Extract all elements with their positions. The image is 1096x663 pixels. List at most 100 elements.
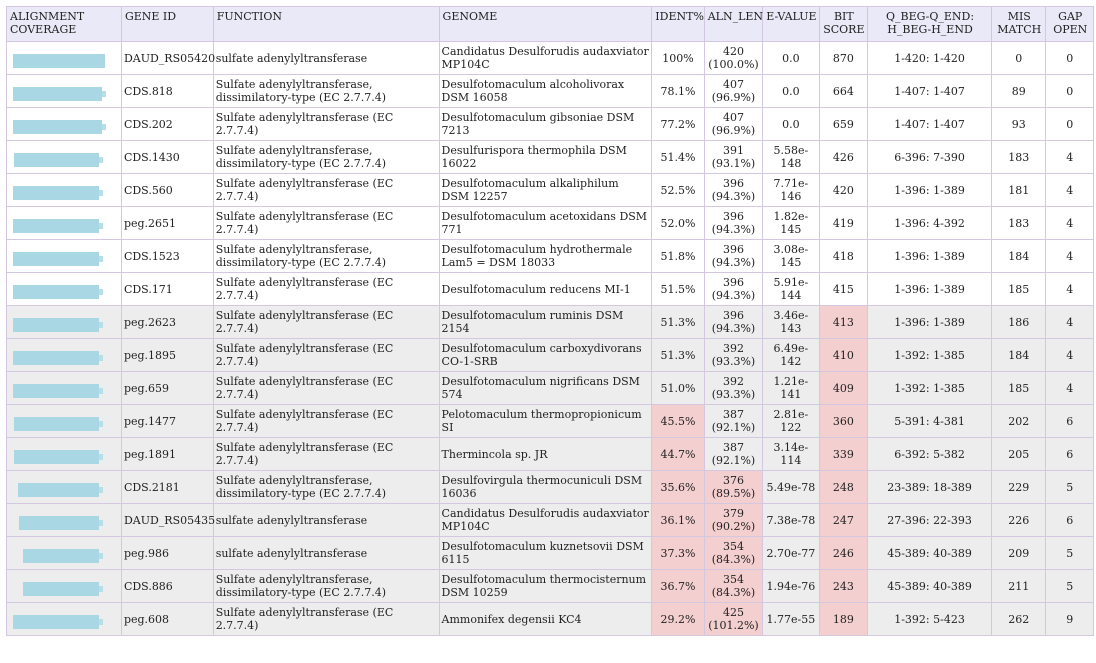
range-cell: 1-392: 1-385 (867, 371, 993, 405)
gapopen-cell: 0 (1045, 107, 1094, 141)
aln-len-value: 396 (722, 243, 744, 256)
mismatch-cell: 262 (991, 602, 1047, 636)
mismatch-cell: 229 (991, 470, 1047, 504)
gene-id-cell[interactable]: peg.2651 (120, 206, 214, 240)
gene-id-cell[interactable]: peg.608 (120, 602, 214, 636)
genome-cell: Desulfotomaculum alcoholivorax DSM 16058 (438, 74, 653, 108)
table-row[interactable]: DAUD_RS05435 sulfate adenylyltransferase C… (6, 503, 1094, 537)
function-cell: Sulfate adenylyltransferase (EC 2.7.7.4) (212, 404, 440, 438)
coverage-bar-tail (98, 487, 103, 493)
aln-len-cell: 420 (100.0%) (703, 41, 764, 75)
gene-id-cell[interactable]: peg.986 (120, 536, 214, 570)
aln-len-value: 391 (722, 144, 744, 157)
col-header-gapopen[interactable]: GAP OPEN (1045, 6, 1094, 42)
table-row[interactable]: peg.1477 Sulfate adenylyltransferase (EC … (6, 404, 1094, 438)
col-header-function[interactable]: FUNCTION (212, 6, 440, 42)
bitscore-cell: 410 (818, 338, 869, 372)
col-header-ident[interactable]: IDENT% (651, 6, 705, 42)
gene-id-cell[interactable]: peg.659 (120, 371, 214, 405)
table-row[interactable]: CDS.2181 Sulfate adenylyltransferase, dis… (6, 470, 1094, 504)
alignment-results-table: ALIGNMENT COVERAGE GENE ID FUNCTION GENO… (6, 6, 1094, 636)
gene-id-cell[interactable]: peg.1477 (120, 404, 214, 438)
table-row[interactable]: peg.1891 Sulfate adenylyltransferase (EC … (6, 437, 1094, 471)
coverage-bar-tail (98, 553, 103, 559)
ident-cell: 100% (651, 41, 705, 75)
gapopen-cell: 4 (1045, 206, 1094, 240)
function-cell: Sulfate adenylyltransferase (EC 2.7.7.4) (212, 206, 440, 240)
table-row[interactable]: CDS.171 Sulfate adenylyltransferase (EC 2… (6, 272, 1094, 306)
gapopen-cell: 4 (1045, 239, 1094, 273)
header-row: ALIGNMENT COVERAGE GENE ID FUNCTION GENO… (6, 6, 1094, 42)
col-header-mismatch[interactable]: MIS MATCH (991, 6, 1047, 42)
gapopen-cell: 6 (1045, 437, 1094, 471)
col-header-coverage[interactable]: ALIGNMENT COVERAGE (6, 6, 122, 42)
table-row[interactable]: CDS.818 Sulfate adenylyltransferase, diss… (6, 74, 1094, 108)
col-header-genome[interactable]: GENOME (438, 6, 653, 42)
table-row[interactable]: CDS.560 Sulfate adenylyltransferase (EC 2… (6, 173, 1094, 207)
aln-len-cell: 391 (93.1%) (703, 140, 764, 174)
bitscore-cell: 419 (818, 206, 869, 240)
gene-id-cell[interactable]: peg.1891 (120, 437, 214, 471)
gapopen-cell: 0 (1045, 74, 1094, 108)
aln-len-value: 354 (722, 573, 744, 586)
gene-id-cell[interactable]: CDS.560 (120, 173, 214, 207)
aln-len-percent: (94.3%) (711, 322, 756, 335)
table-row[interactable]: CDS.202 Sulfate adenylyltransferase (EC 2… (6, 107, 1094, 141)
gene-id-cell[interactable]: CDS.2181 (120, 470, 214, 504)
table-row[interactable]: peg.1895 Sulfate adenylyltransferase (EC … (6, 338, 1094, 372)
gene-id-cell[interactable]: CDS.1430 (120, 140, 214, 174)
gene-id-cell[interactable]: DAUD_RS05420 (120, 41, 215, 75)
aln-len-cell: 387 (92.1%) (703, 437, 764, 471)
table-row[interactable]: peg.986 sulfate adenylyltransferase Desulf… (6, 536, 1094, 570)
col-header-bitscore[interactable]: BIT SCORE (818, 6, 869, 42)
coverage-track (9, 372, 105, 404)
gene-id-cell[interactable]: peg.1895 (120, 338, 214, 372)
gene-id-cell[interactable]: CDS.171 (120, 272, 214, 306)
function-cell: Sulfate adenylyltransferase (EC 2.7.7.4) (212, 173, 440, 207)
ident-cell: 44.7% (651, 437, 705, 471)
coverage-track (9, 339, 105, 371)
bitscore-cell: 243 (818, 569, 869, 603)
table-row[interactable]: peg.2623 Sulfate adenylyltransferase (EC … (6, 305, 1094, 339)
gene-id-cell[interactable]: CDS.886 (120, 569, 214, 603)
col-header-range[interactable]: Q_BEG-Q_END: H_BEG-H_END (867, 6, 993, 42)
gene-id-cell[interactable]: CDS.818 (120, 74, 214, 108)
aln-len-percent: (93.3%) (711, 388, 756, 401)
coverage-cell (6, 569, 122, 603)
col-header-gene-id[interactable]: GENE ID (120, 6, 214, 42)
table-row[interactable]: peg.2651 Sulfate adenylyltransferase (EC … (6, 206, 1094, 240)
table-row[interactable]: peg.659 Sulfate adenylyltransferase (EC 2… (6, 371, 1094, 405)
coverage-cell (6, 338, 122, 372)
table-row[interactable]: CDS.886 Sulfate adenylyltransferase, diss… (6, 569, 1094, 603)
aln-len-cell: 407 (96.9%) (703, 74, 764, 108)
coverage-cell (6, 41, 122, 75)
aln-len-cell: 396 (94.3%) (703, 206, 764, 240)
col-header-aln-len[interactable]: ALN_LEN (703, 6, 764, 42)
range-cell: 27-396: 22-393 (867, 503, 993, 537)
table-row[interactable]: CDS.1523 Sulfate adenylyltransferase, dis… (6, 239, 1094, 273)
gene-id-cell[interactable]: CDS.202 (120, 107, 214, 141)
evalue-cell: 2.70e-77 (762, 536, 820, 570)
ident-cell: 45.5% (651, 404, 705, 438)
gapopen-cell: 4 (1045, 305, 1094, 339)
genome-cell: Desulfotomaculum gibsoniae DSM 7213 (438, 107, 653, 141)
coverage-track (9, 603, 105, 635)
mismatch-cell: 226 (991, 503, 1047, 537)
gapopen-cell: 4 (1045, 371, 1094, 405)
gene-id-cell[interactable]: CDS.1523 (120, 239, 214, 273)
coverage-track (9, 438, 105, 470)
table-row[interactable]: DAUD_RS05420 sulfate adenylyltransferase C… (6, 41, 1094, 75)
col-header-evalue[interactable]: E-VALUE (762, 6, 820, 42)
aln-len-percent: (101.2%) (708, 619, 759, 632)
aln-len-cell: 354 (84.3%) (703, 536, 764, 570)
range-cell: 1-392: 1-385 (867, 338, 993, 372)
gene-id-cell[interactable]: peg.2623 (120, 305, 214, 339)
range-cell: 1-392: 5-423 (867, 602, 993, 636)
table-row[interactable]: peg.608 Sulfate adenylyltransferase (EC 2… (6, 602, 1094, 636)
gene-id-cell[interactable]: DAUD_RS05435 (120, 503, 215, 537)
function-cell: Sulfate adenylyltransferase (EC 2.7.7.4) (212, 437, 440, 471)
genome-cell: Desulfotomaculum kuznetsovii DSM 6115 (438, 536, 653, 570)
gapopen-cell: 6 (1045, 404, 1094, 438)
mismatch-cell: 205 (991, 437, 1047, 471)
table-row[interactable]: CDS.1430 Sulfate adenylyltransferase, dis… (6, 140, 1094, 174)
